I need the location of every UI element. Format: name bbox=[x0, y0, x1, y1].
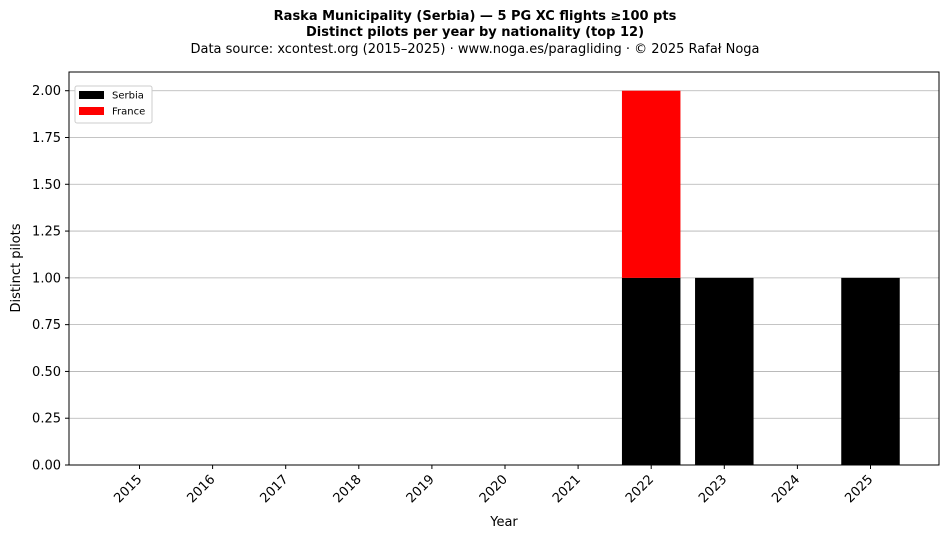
chart-title: Raska Municipality (Serbia) — 5 PG XC fl… bbox=[273, 9, 677, 24]
x-tick-label: 2021 bbox=[550, 472, 584, 506]
bar-serbia-2022 bbox=[621, 277, 681, 465]
legend-swatch-france bbox=[79, 107, 104, 115]
chart-source-line: Data source: xcontest.org (2015–2025) · … bbox=[190, 42, 760, 57]
x-tick-label: 2024 bbox=[769, 472, 803, 506]
legend-swatch-serbia bbox=[79, 91, 104, 99]
x-tick-label: 2015 bbox=[111, 472, 145, 506]
bars bbox=[621, 90, 900, 465]
gridlines bbox=[69, 90, 939, 466]
x-tick-label: 2017 bbox=[258, 472, 292, 506]
x-tick-label: 2016 bbox=[184, 472, 218, 506]
legend: Serbia France bbox=[74, 85, 153, 124]
y-tick-label: 0.00 bbox=[32, 459, 61, 474]
x-tick-label: 2018 bbox=[331, 472, 365, 506]
x-tick-label: 2020 bbox=[477, 472, 511, 506]
y-axis-label: Distinct pilots bbox=[9, 223, 24, 312]
x-axis-ticks: 2015 2016 2017 2018 2019 2020 2021 2022 2023 2024… bbox=[111, 465, 876, 506]
x-tick-label: 2025 bbox=[842, 472, 876, 506]
x-tick-label: 2019 bbox=[404, 472, 438, 506]
legend-label-france: France bbox=[112, 107, 145, 118]
y-tick-label: 0.25 bbox=[32, 412, 61, 427]
bar-serbia-2025 bbox=[841, 277, 900, 465]
plot-frame bbox=[68, 71, 940, 466]
y-axis-ticks: 0.00 0.25 0.50 0.75 1.00 1.25 1.50 1.75 2.00 bbox=[32, 84, 69, 474]
y-tick-label: 1.75 bbox=[32, 131, 61, 146]
y-tick-label: 0.75 bbox=[32, 318, 61, 333]
y-tick-label: 0.50 bbox=[32, 365, 61, 380]
y-tick-label: 2.00 bbox=[32, 84, 61, 99]
x-tick-label: 2023 bbox=[696, 472, 730, 506]
bar-serbia-2023 bbox=[695, 277, 754, 465]
y-tick-label: 1.50 bbox=[32, 178, 61, 193]
chart-titles: Raska Municipality (Serbia) — 5 PG XC fl… bbox=[0, 9, 950, 58]
y-tick-label: 1.00 bbox=[32, 271, 61, 286]
legend-label-serbia: Serbia bbox=[112, 91, 144, 102]
x-tick-label: 2022 bbox=[623, 472, 657, 506]
chart-subtitle: Distinct pilots per year by nationality … bbox=[305, 25, 645, 40]
y-tick-label: 1.25 bbox=[32, 225, 61, 240]
x-axis-label: Year bbox=[489, 515, 518, 530]
bar-france-2022 bbox=[621, 90, 681, 278]
